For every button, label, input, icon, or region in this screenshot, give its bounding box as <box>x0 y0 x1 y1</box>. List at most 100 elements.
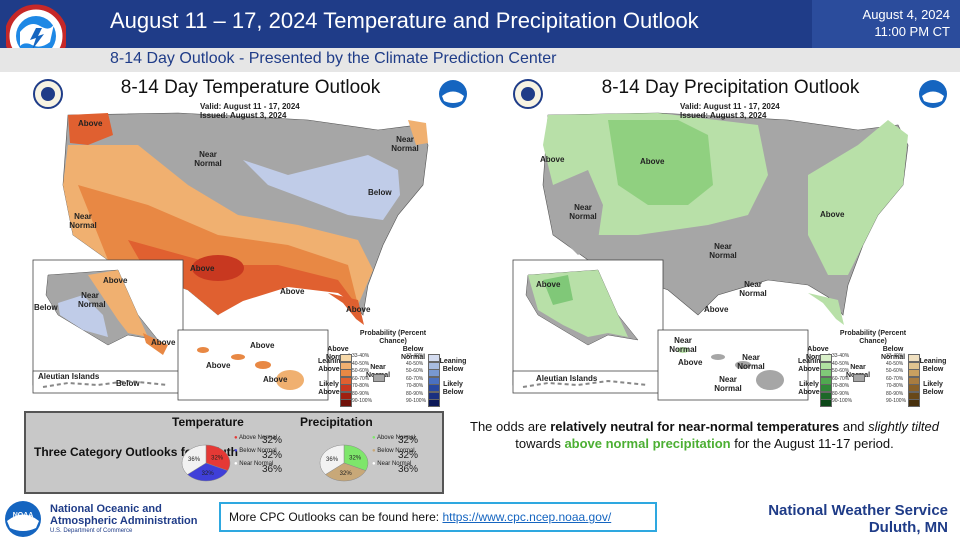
legend-range-label: 33-40% <box>886 353 904 359</box>
noaa-department: U.S. Department of Commerce <box>50 528 133 534</box>
legend-range-label: 80-90% <box>352 390 370 397</box>
temperature-pie-legend: ● Above Normal ● Below Normal ● Near Nor… <box>234 435 277 468</box>
pie-slice-near <box>319 444 345 475</box>
note-green: above normal precipitation <box>564 436 731 451</box>
noaa-name-line1: National Oceanic and <box>50 503 162 515</box>
legend-range-label: 90-100% <box>352 398 373 404</box>
above-maine-region <box>408 120 428 145</box>
label-ak-above: Above <box>536 280 561 289</box>
legend-range-label: 80-90% <box>886 390 904 397</box>
label-near-west: Near Normal <box>69 212 97 230</box>
legend-range-label: 70-80% <box>832 383 850 389</box>
temperature-below-pct: 32% <box>262 450 283 461</box>
legend-range-label: 70-80% <box>406 383 424 389</box>
legend-leaning-below: Leaning Below <box>919 358 947 373</box>
hawaii-big-island <box>756 370 784 390</box>
precipitation-pie-legend: ● Above Normal ● Below Normal ● Near Nor… <box>372 435 415 468</box>
hawaii-island-3 <box>255 361 271 369</box>
label-hi-above-3: Above <box>263 375 288 384</box>
legend-range-label: 90-100% <box>832 398 853 404</box>
temperature-map-title: 8-14 Day Temperature Outlook <box>120 77 381 98</box>
temperature-pie: 32% 32% 36% <box>181 444 231 482</box>
label-near-central: Near Normal <box>709 242 737 260</box>
label-hi-near-2: Near Normal <box>737 353 765 371</box>
noaa-logo-icon: NOAA <box>4 500 42 538</box>
pie-label-near: 36% <box>326 457 339 463</box>
commerce-seal-icon <box>513 79 543 109</box>
label-above-texas: Above <box>190 264 215 273</box>
precipitation-outlook-map: 8-14 Day Precipitation Outlook Valid: Au… <box>508 75 953 410</box>
pie-label-below: 32% <box>340 471 353 477</box>
legend-range-label: 60-70% <box>886 375 904 382</box>
legend-range-label: 50-60% <box>832 368 850 374</box>
noaa-name: National Oceanic and Atmospheric Adminis… <box>50 503 198 527</box>
label-hi-above-1: Above <box>250 341 275 350</box>
legend-range-label: 40-50% <box>886 360 904 367</box>
noaa-logo-text: NOAA <box>13 512 34 519</box>
label-near-west: Near Normal <box>569 203 597 221</box>
noaa-seal-icon <box>438 79 468 109</box>
precipitation-below-pct: 32% <box>398 450 419 461</box>
aleutian-region <box>522 379 649 388</box>
note-text-2: and <box>839 419 869 434</box>
legend-range-label: 33-40% <box>352 353 370 359</box>
legend-range-label: 70-80% <box>352 383 370 389</box>
below-east-region <box>243 155 400 220</box>
label-ak-above-s: Above <box>151 338 176 347</box>
alaska-above-core <box>543 275 573 305</box>
label-hi-above-2: Above <box>206 361 231 370</box>
noaa-name-line2: Atmospheric Administration <box>50 515 198 527</box>
precipitation-map-valid: Valid: August 11 - 17, 2024 Issued: Augu… <box>680 102 780 120</box>
alaska-below-region <box>58 295 108 337</box>
above-northwest-region <box>68 113 113 145</box>
legend-range-label: 60-70% <box>406 375 424 382</box>
temperature-above-pct: 32% <box>262 435 283 446</box>
legend-near: ● Near Normal <box>372 461 412 467</box>
legend-below: ● Below Normal <box>234 448 277 454</box>
label-ak-near: Near Normal <box>78 291 106 309</box>
precipitation-near-pct: 36% <box>398 464 419 475</box>
legend-range-label: 50-60% <box>886 368 904 374</box>
label-near-south: Near Normal <box>739 280 767 298</box>
cpc-link-box: More CPC Outlooks can be found here: htt… <box>219 502 657 532</box>
above-south-region <box>128 240 358 315</box>
valid-dates: Valid: August 11 - 17, 2024 <box>680 102 780 111</box>
note-text-1: The odds are <box>470 419 551 434</box>
legend-above: ● Above Normal <box>372 435 415 441</box>
label-near-ne: Near Normal <box>391 135 419 153</box>
note-italic: slightly tilted <box>868 419 939 434</box>
legend-above-swatch <box>340 399 352 407</box>
note-bold: relatively neutral for near-normal tempe… <box>550 419 840 434</box>
legend-range-label: 80-90% <box>406 390 424 397</box>
outlook-summary: The odds are relatively neutral for near… <box>452 418 957 452</box>
issue-date: August 4, 2024 <box>862 7 950 22</box>
cpc-link[interactable]: https://www.cpc.ncep.noaa.gov/ <box>442 510 612 524</box>
temperature-column-title: Temperature <box>172 415 244 429</box>
label-hi-near-1: Near Normal <box>669 336 697 354</box>
legend-above: ● Above Normal <box>234 435 277 441</box>
nws-office-line1: National Weather Service <box>768 502 948 519</box>
note-text-3: towards <box>515 436 565 451</box>
above-north-core <box>608 120 713 205</box>
commerce-seal-icon <box>33 79 63 109</box>
legend-range-label: 40-50% <box>352 360 370 367</box>
pie-slice-below <box>187 462 229 482</box>
legend-range-label: 90-100% <box>886 398 907 404</box>
precipitation-above-pct: 32% <box>398 435 419 446</box>
valid-dates: Valid: August 11 - 17, 2024 <box>200 102 300 111</box>
near-west-region <box>553 170 603 255</box>
label-aleutian-below: Below <box>116 379 140 388</box>
legend-likely-below: Likely Below <box>442 381 464 396</box>
temperature-near-pct: 36% <box>262 464 283 475</box>
above-east-region <box>808 120 908 275</box>
legend-leaning-above: Leaning Above <box>798 358 825 373</box>
legend-above-head: Above Normal <box>325 346 351 361</box>
alaska-above-region <box>88 270 148 337</box>
issued-date: Issued: August 3, 2024 <box>680 111 767 120</box>
above-mid-region <box>78 185 358 315</box>
legend-near: ● Near Normal <box>234 461 274 467</box>
legend-title: Probability (Percent Chance) <box>839 330 907 345</box>
page-title: August 11 – 17, 2024 Temperature and Pre… <box>110 8 699 33</box>
pie-slice-above <box>343 444 369 471</box>
legend-likely-above: Likely Above <box>318 381 340 396</box>
